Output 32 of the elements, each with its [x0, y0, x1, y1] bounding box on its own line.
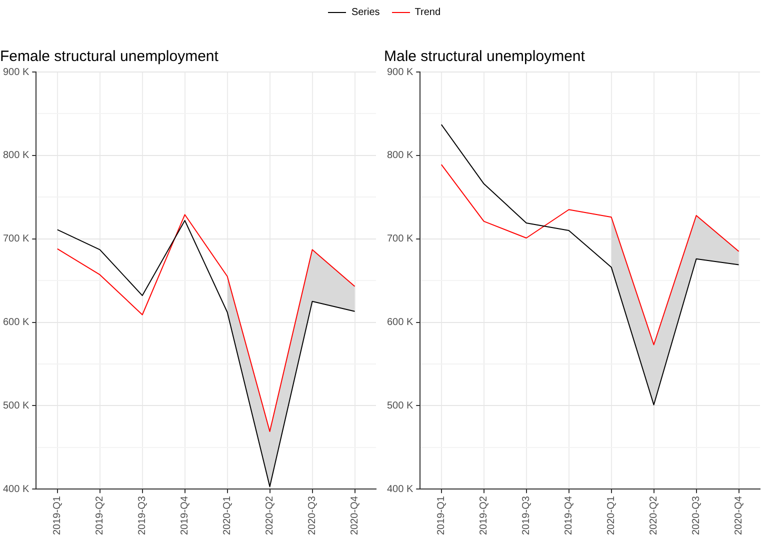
x-tick-label: 2019-Q1 [52, 496, 64, 536]
x-tick-label: 2020-Q1 [606, 496, 618, 536]
chart-title: Male structural unemployment [384, 48, 586, 66]
y-tick-label: 400 K [2, 484, 30, 495]
x-tick-label: 2019-Q1 [436, 496, 448, 536]
y-tick-label: 900 K [386, 66, 414, 78]
x-tick-label: 2020-Q4 [350, 496, 361, 536]
y-tick-label: 600 K [386, 317, 414, 328]
chart-title: Female structural unemployment [0, 48, 220, 66]
x-tick-label: 2019-Q3 [521, 496, 532, 536]
x-tick-label: 2020-Q3 [307, 496, 318, 536]
x-tick-label: 2020-Q1 [222, 496, 234, 536]
y-tick-label: 800 K [2, 150, 30, 162]
y-tick-label: 800 K [386, 150, 414, 162]
y-tick-label: 400 K [386, 484, 414, 495]
x-tick-label: 2019-Q3 [137, 496, 148, 536]
y-tick-label: 500 K [2, 400, 30, 412]
x-tick-label: 2019-Q4 [564, 496, 575, 536]
x-tick-label: 2020-Q2 [648, 496, 660, 536]
x-tick-label: 2020-Q2 [264, 496, 276, 536]
x-tick-label: 2020-Q3 [691, 496, 702, 536]
y-tick-label: 700 K [386, 234, 414, 245]
y-tick-label: 900 K [2, 66, 30, 78]
legend-label: Series [351, 6, 380, 18]
y-tick-label: 700 K [2, 234, 30, 245]
x-tick-label: 2019-Q4 [180, 496, 191, 536]
y-tick-label: 600 K [2, 317, 30, 328]
x-tick-label: 2019-Q2 [478, 496, 490, 536]
x-tick-label: 2020-Q4 [734, 496, 745, 536]
legend-label: Trend [414, 6, 441, 18]
x-tick-label: 2019-Q2 [94, 496, 106, 536]
y-tick-label: 500 K [386, 400, 414, 412]
